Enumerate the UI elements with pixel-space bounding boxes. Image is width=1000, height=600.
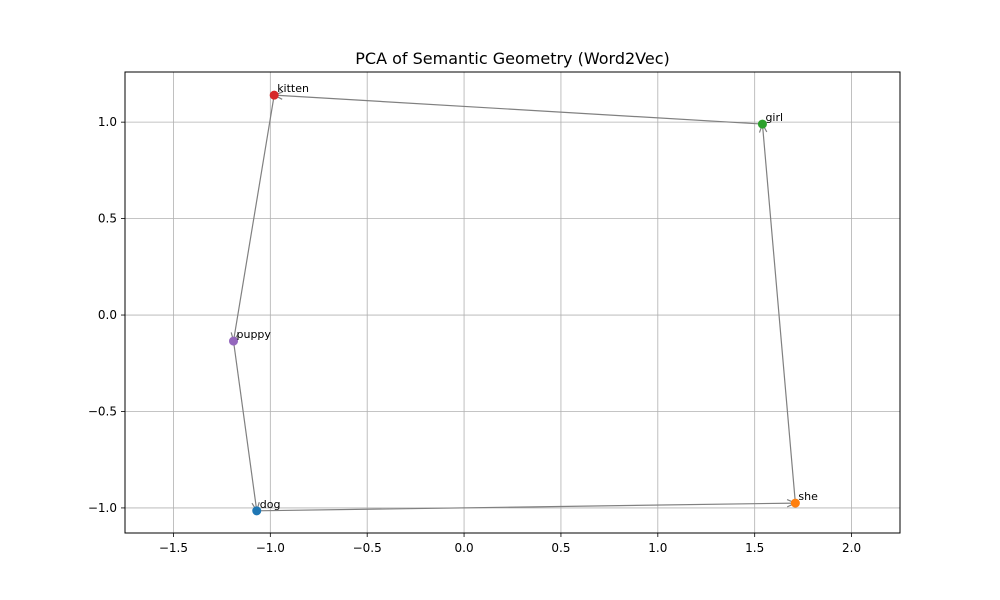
- grid: [125, 72, 900, 533]
- points: dog she girl kitten puppy: [229, 82, 818, 516]
- arrow-kitten-to-puppy: [230, 95, 275, 343]
- y-tick-label: 0.5: [98, 212, 117, 226]
- y-tick-label: 0.0: [98, 308, 117, 322]
- x-tick-label: 0.0: [455, 541, 474, 555]
- arrow-dog-to-she: [256, 498, 797, 512]
- arrow-puppy-to-dog: [232, 340, 260, 513]
- point-she: [790, 498, 800, 508]
- y-tick-label: −0.5: [88, 404, 117, 418]
- x-tick-label: −1.5: [159, 541, 188, 555]
- point-label-kitten: kitten: [277, 82, 309, 95]
- arrows: [230, 91, 797, 513]
- arrow-girl-to-kitten: [272, 91, 763, 125]
- y-tick-label: 1.0: [98, 115, 117, 129]
- point-label-puppy: puppy: [237, 328, 272, 341]
- point-label-she: she: [798, 490, 818, 503]
- point-kitten: [269, 90, 279, 100]
- x-tick-label: 0.5: [551, 541, 570, 555]
- y-axis-ticks: −1.0 −0.5 0.0 0.5 1.0: [88, 115, 125, 515]
- point-label-girl: girl: [765, 111, 783, 124]
- y-tick-label: −1.0: [88, 501, 117, 515]
- point-puppy: [229, 336, 238, 346]
- x-tick-label: 1.5: [745, 541, 764, 555]
- x-tick-label: −1.0: [256, 541, 285, 555]
- x-tick-label: 2.0: [842, 541, 861, 555]
- point-label-dog: dog: [260, 498, 281, 511]
- point-dog: [252, 506, 262, 516]
- chart-title: PCA of Semantic Geometry (Word2Vec): [355, 49, 670, 68]
- plot-frame: [124, 71, 901, 534]
- x-tick-label: 1.0: [648, 541, 667, 555]
- x-axis-ticks: −1.5 −1.0 −0.5 0.0 0.5 1.0 1.5 2.0: [159, 533, 861, 555]
- arrow-she-to-girl: [758, 122, 796, 504]
- x-tick-label: −0.5: [353, 541, 382, 555]
- point-girl: [757, 119, 767, 129]
